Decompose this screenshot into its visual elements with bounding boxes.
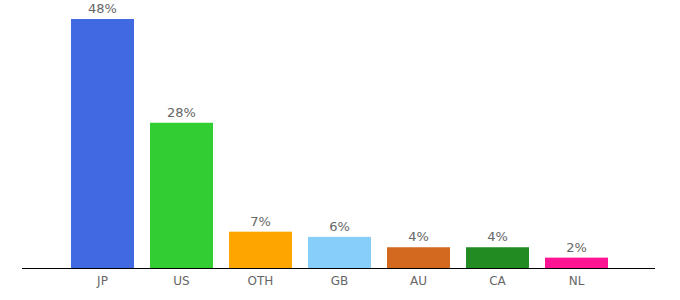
chart-container: 48% JP 28% US 7% OTH 6% GB 4% AU 4% CA 2% NL	[0, 0, 680, 300]
bar	[150, 123, 213, 268]
bars	[71, 19, 608, 268]
bar	[308, 237, 371, 268]
data-label: 4%	[487, 229, 508, 244]
bar	[71, 19, 134, 268]
bar	[387, 247, 450, 268]
x-tick-label: GB	[331, 274, 349, 288]
labels: 48% JP 28% US 7% OTH 6% GB 4% AU 4% CA 2% NL	[88, 1, 587, 288]
data-label: 48%	[88, 1, 117, 16]
x-axis-line	[22, 268, 655, 269]
x-tick-label: AU	[410, 274, 427, 288]
x-tick-label: CA	[489, 274, 506, 288]
bar	[466, 247, 529, 268]
bar	[545, 258, 608, 268]
data-label: 2%	[566, 240, 587, 255]
data-label: 4%	[408, 229, 429, 244]
x-tick-label: US	[173, 274, 189, 288]
data-label: 28%	[167, 105, 196, 120]
data-label: 6%	[329, 219, 350, 234]
chart-svg: 48% JP 28% US 7% OTH 6% GB 4% AU 4% CA 2% NL	[0, 0, 680, 300]
data-label: 7%	[250, 214, 271, 229]
bar	[229, 232, 292, 268]
x-tick-label: JP	[96, 274, 108, 288]
x-tick-label: NL	[569, 274, 585, 288]
x-tick-label: OTH	[248, 274, 274, 288]
